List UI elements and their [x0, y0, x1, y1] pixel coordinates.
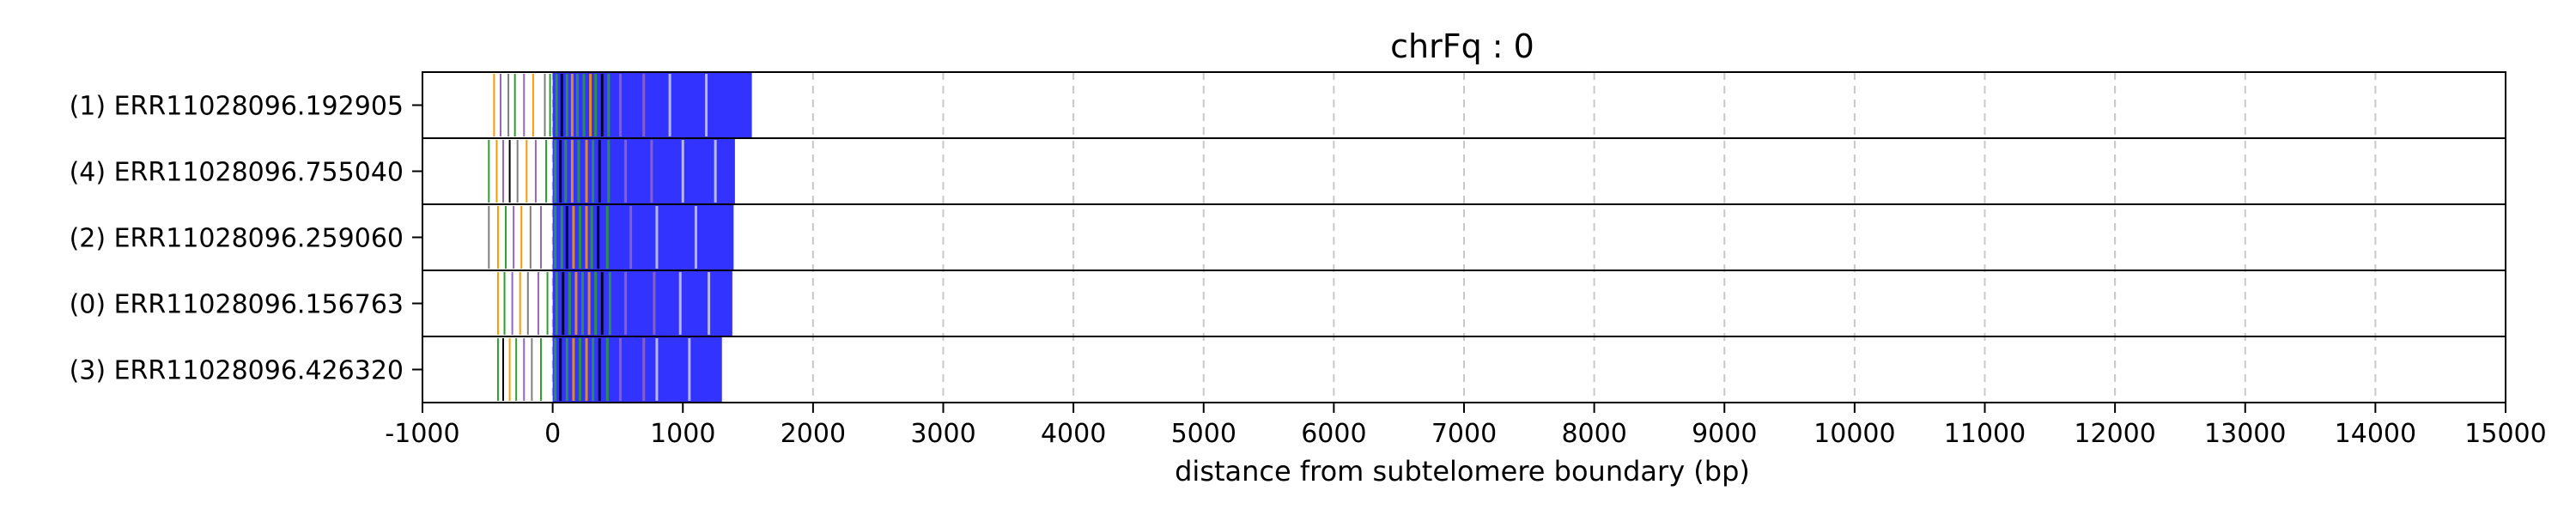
x-tick-label: 2000: [781, 419, 846, 449]
x-tick-label: 6000: [1301, 419, 1366, 449]
read-track: (3) ERR11028096.426320: [70, 336, 2506, 403]
x-tick-label: 14000: [2335, 419, 2416, 449]
repeat-block: [552, 271, 732, 336]
x-tick-label: 0: [544, 419, 561, 449]
x-tick-label: 11000: [1944, 419, 2026, 449]
rows-layer: (1) ERR11028096.192905 (4) ERR11028096.75…: [70, 71, 2506, 403]
x-tick-label: 7000: [1431, 419, 1497, 449]
grid-layer: [551, 72, 2377, 403]
x-tick-label: 15000: [2464, 419, 2546, 449]
x-tick-label: 5000: [1171, 419, 1236, 449]
read-track: (2) ERR11028096.259060: [70, 203, 2506, 271]
x-tick-label: 10000: [1814, 419, 1895, 449]
read-label: (2) ERR11028096.259060: [70, 224, 404, 254]
x-tick-label: 13000: [2204, 419, 2286, 449]
read-track: (0) ERR11028096.156763: [70, 270, 2506, 337]
x-axis: -1000 0 1000 2000 3000 4000 5000 6000 7000 8000 90…: [385, 403, 2547, 449]
read-label: (4) ERR11028096.755040: [70, 158, 404, 188]
repeat-block: [552, 139, 735, 203]
x-tick-label: 3000: [910, 419, 975, 449]
repeat-block: [552, 73, 752, 137]
read-label: (1) ERR11028096.192905: [70, 92, 404, 122]
x-tick-label: 12000: [2074, 419, 2155, 449]
x-tick-label: 4000: [1041, 419, 1106, 449]
read-track: (4) ERR11028096.755040: [70, 137, 2506, 205]
read-label: (3) ERR11028096.426320: [70, 356, 404, 386]
read-track: (1) ERR11028096.192905: [70, 71, 2506, 139]
x-tick-label: 8000: [1561, 419, 1626, 449]
x-tick-label: -1000: [385, 419, 459, 449]
x-tick-label: 9000: [1692, 419, 1757, 449]
read-label: (0) ERR11028096.156763: [70, 290, 404, 320]
x-axis-label: distance from subtelomere boundary (bp): [1175, 455, 1750, 488]
x-tick-label: 1000: [650, 419, 715, 449]
repeat-block: [552, 205, 734, 270]
repeat-block: [552, 337, 722, 402]
chart-title: chrFq : 0: [1390, 27, 1534, 65]
